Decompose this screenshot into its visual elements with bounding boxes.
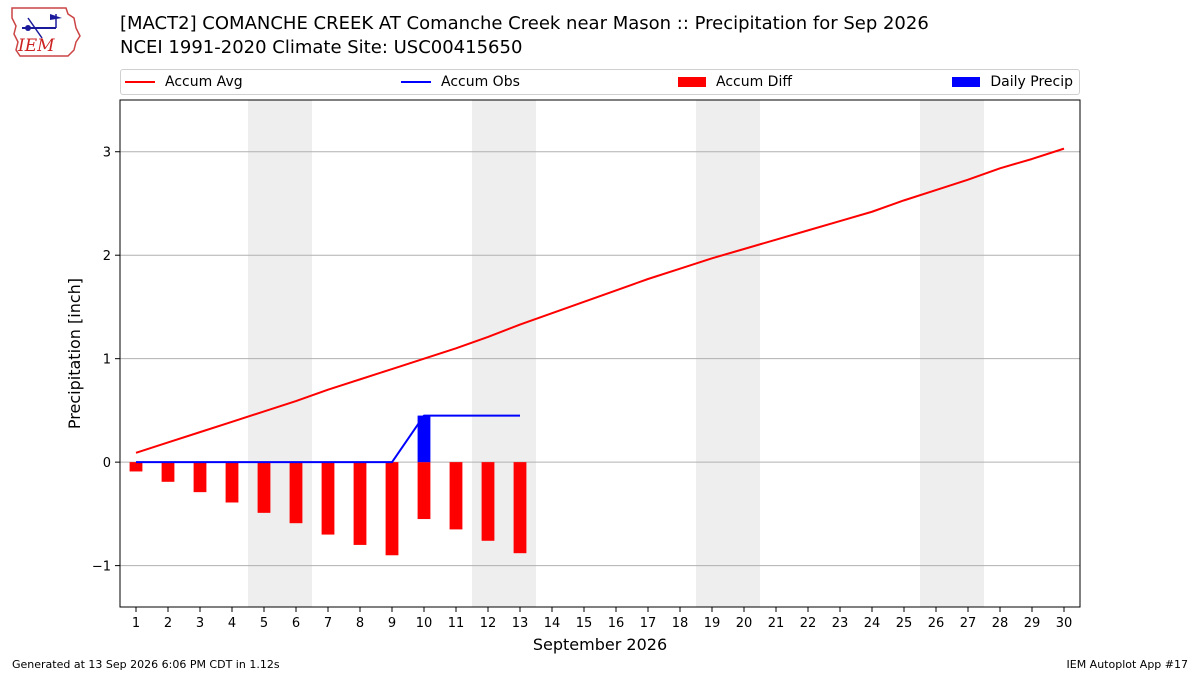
x-tick-label: 22 xyxy=(800,616,817,631)
weekend-shade xyxy=(248,100,312,607)
x-tick-label: 17 xyxy=(640,616,657,631)
x-tick-label: 27 xyxy=(960,616,977,631)
x-tick-label: 12 xyxy=(480,616,497,631)
iem-logo: IEM xyxy=(11,7,81,57)
weekend-shade xyxy=(920,100,984,607)
x-tick-label: 18 xyxy=(672,616,689,631)
y-tick-label: 2 xyxy=(103,249,111,264)
accum-obs-line xyxy=(136,414,520,464)
y-tick-label: 3 xyxy=(103,146,111,161)
x-tick-label: 21 xyxy=(768,616,785,631)
accum-diff-bar xyxy=(289,462,303,524)
x-tick-label: 25 xyxy=(896,616,913,631)
chart-title: [MACT2] COMANCHE CREEK AT Comanche Creek… xyxy=(120,13,929,34)
x-tick-label: 3 xyxy=(196,616,204,631)
x-tick-label: 10 xyxy=(416,616,433,631)
y-tick-label: 1 xyxy=(103,353,111,368)
daily-precip-bar xyxy=(417,415,431,463)
x-tick-label: 23 xyxy=(832,616,849,631)
generated-timestamp: Generated at 13 Sep 2026 6:06 PM CDT in … xyxy=(12,658,280,671)
accum-diff-bar xyxy=(193,462,207,493)
accum-diff-bar xyxy=(449,462,463,530)
legend-line-swatch xyxy=(125,81,155,83)
accum-diff-bar xyxy=(385,462,399,556)
legend-patch-swatch xyxy=(678,77,706,87)
legend-item-daily-precip: Daily Precip xyxy=(952,70,1073,94)
chart-legend: Accum Avg Accum Obs Accum Diff Daily Pre… xyxy=(120,69,1080,95)
x-tick-label: 16 xyxy=(608,616,625,631)
accum-diff-bar xyxy=(353,462,367,545)
x-tick-label: 26 xyxy=(928,616,945,631)
legend-item-accum-avg: Accum Avg xyxy=(125,70,243,94)
accum-diff-bar xyxy=(513,462,527,554)
accum-diff-bar xyxy=(417,462,431,520)
legend-item-accum-diff: Accum Diff xyxy=(678,70,792,94)
x-tick-label: 13 xyxy=(512,616,529,631)
x-tick-label: 9 xyxy=(388,616,396,631)
legend-label: Accum Avg xyxy=(165,74,243,90)
legend-label: Daily Precip xyxy=(990,74,1073,90)
legend-line-swatch xyxy=(401,81,431,83)
chart-subtitle: NCEI 1991-2020 Climate Site: USC00415650 xyxy=(120,37,523,58)
x-tick-label: 5 xyxy=(260,616,268,631)
legend-item-accum-obs: Accum Obs xyxy=(401,70,520,94)
app-id: IEM Autoplot App #17 xyxy=(1066,658,1189,671)
accum-diff-bar xyxy=(481,462,495,541)
accum-diff-bar xyxy=(161,462,175,482)
legend-patch-swatch xyxy=(952,77,981,87)
x-tick-label: 19 xyxy=(704,616,721,631)
legend-label: Accum Obs xyxy=(441,74,520,90)
x-tick-label: 2 xyxy=(164,616,172,631)
plot-frame xyxy=(119,99,1081,608)
x-tick-label: 20 xyxy=(736,616,753,631)
y-axis-label: Precipitation [inch] xyxy=(65,278,84,429)
accum-diff-bar xyxy=(321,462,335,535)
x-tick-label: 29 xyxy=(1024,616,1041,631)
x-tick-label: 28 xyxy=(992,616,1009,631)
y-tick-label: −1 xyxy=(92,560,111,575)
x-tick-label: 11 xyxy=(448,616,465,631)
accum-diff-bar xyxy=(257,462,271,513)
x-tick-label: 6 xyxy=(292,616,300,631)
legend-label: Accum Diff xyxy=(716,74,793,90)
x-tick-label: 15 xyxy=(576,616,593,631)
weekend-shade xyxy=(696,100,760,607)
x-tick-label: 8 xyxy=(356,616,364,631)
y-tick-label: 0 xyxy=(103,456,111,471)
x-tick-label: 1 xyxy=(132,616,140,631)
x-tick-label: 14 xyxy=(544,616,561,631)
accum-diff-bar xyxy=(129,462,143,472)
iem-logo-text: IEM xyxy=(17,36,55,56)
x-tick-label: 30 xyxy=(1056,616,1073,631)
x-axis-label: September 2026 xyxy=(533,635,667,654)
x-tick-label: 7 xyxy=(324,616,332,631)
x-tick-label: 4 xyxy=(228,616,236,631)
accum-avg-line xyxy=(135,147,1065,454)
accum-diff-bar xyxy=(225,462,239,503)
x-tick-label: 24 xyxy=(864,616,881,631)
